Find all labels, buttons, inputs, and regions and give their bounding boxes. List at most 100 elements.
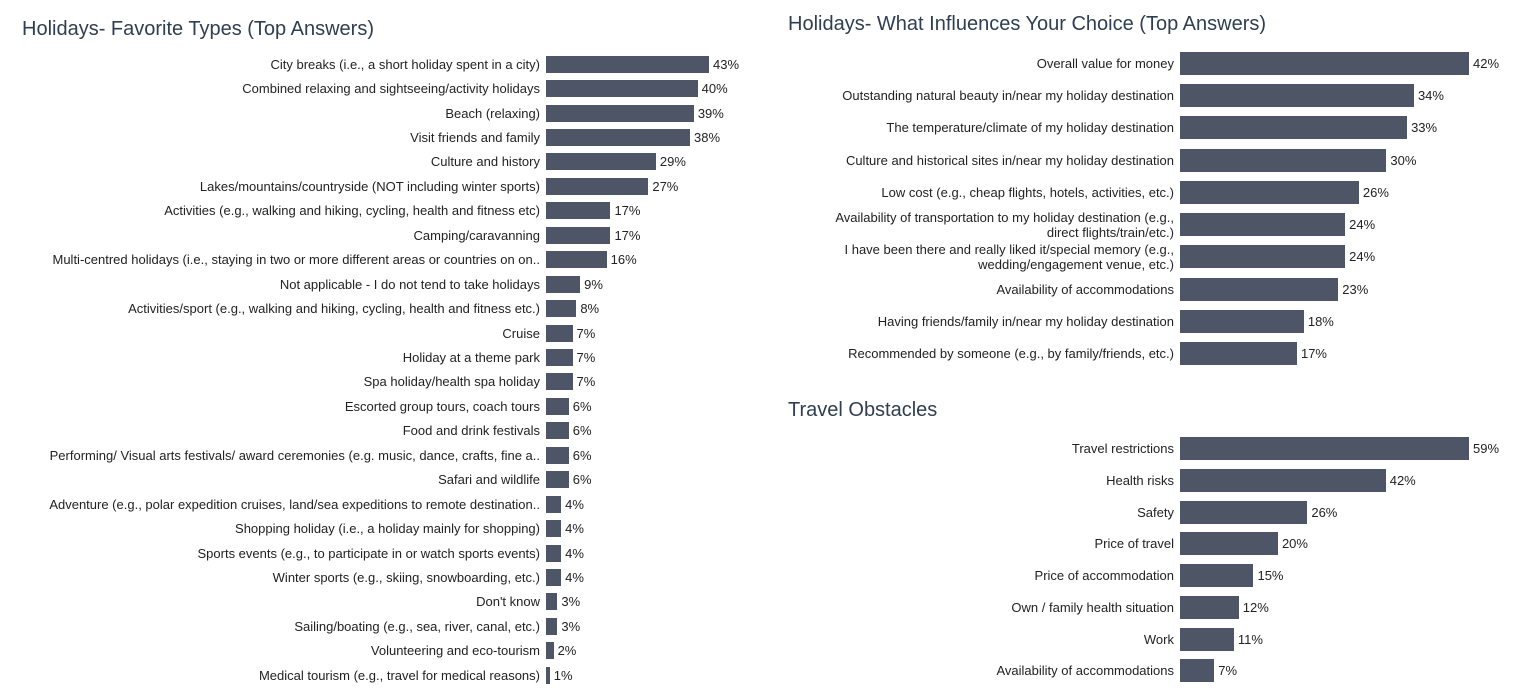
value-label: 40%	[701, 81, 728, 97]
value-label: 39%	[697, 105, 724, 121]
bar	[546, 177, 649, 195]
category-label: City breaks (i.e., a short holiday spent…	[270, 56, 540, 72]
bar	[1180, 277, 1339, 301]
category-label: I have been there and really liked it/sp…	[844, 241, 1174, 272]
bar	[546, 471, 569, 489]
value-label: 9%	[584, 276, 603, 292]
bar	[546, 617, 558, 635]
bar	[546, 422, 569, 440]
bar	[1180, 116, 1408, 140]
category-label: Performing/ Visual arts festivals/ award…	[49, 447, 540, 463]
category-label: Holiday at a theme park	[402, 349, 540, 365]
chart-title: Holidays- Favorite Types (Top Answers)	[22, 18, 374, 40]
bar	[546, 202, 611, 220]
bar	[546, 349, 573, 366]
value-label: 26%	[1311, 504, 1338, 520]
category-label: Own / family health situation	[1011, 599, 1174, 615]
bar	[1180, 51, 1469, 75]
bar	[546, 520, 562, 538]
category-label: Culture and history	[430, 154, 540, 170]
bar	[546, 593, 558, 611]
value-label: 7%	[576, 374, 596, 390]
value-label: 30%	[1390, 152, 1417, 168]
bar	[546, 642, 554, 660]
category-label: Outstanding natural beauty in/near my ho…	[842, 87, 1174, 103]
value-label: 4%	[565, 569, 584, 585]
bar	[546, 80, 698, 98]
bar	[1180, 469, 1386, 493]
value-label: 7%	[1218, 663, 1238, 679]
bar	[1180, 627, 1234, 651]
category-label: Travel restrictions	[1071, 441, 1174, 457]
value-label: 26%	[1362, 184, 1389, 200]
category-label: Price of accommodation	[1034, 568, 1174, 584]
category-label: Safari and wildlife	[438, 472, 540, 488]
category-label: Volunteering and eco-tourism	[370, 643, 540, 659]
bar	[1180, 500, 1308, 524]
category-label: Having friends/family in/near my holiday…	[877, 314, 1174, 330]
value-label: 6%	[572, 398, 592, 414]
bar	[546, 568, 562, 586]
category-label: Combined relaxing and sightseeing/activi…	[242, 81, 540, 97]
chart-title: Holidays- What Influences Your Choice (T…	[788, 13, 1267, 35]
bar	[546, 397, 569, 415]
value-label: 6%	[572, 472, 592, 488]
category-label: Food and drink festivals	[402, 423, 540, 439]
bar	[546, 226, 611, 244]
value-label: 20%	[1281, 536, 1308, 552]
value-label: 12%	[1242, 599, 1269, 615]
category-label: Sailing/boating (e.g., sea, river, canal…	[294, 618, 540, 634]
value-label: 7%	[576, 325, 596, 341]
category-label: Multi-centred holidays (i.e., staying in…	[52, 252, 541, 268]
category-label: Overall value for money	[1036, 55, 1174, 71]
value-label: 15%	[1257, 568, 1284, 584]
value-label: 17%	[614, 227, 641, 243]
bar	[546, 129, 691, 147]
bar	[546, 104, 694, 122]
bar	[546, 300, 577, 318]
category-label: Beach (relaxing)	[445, 105, 540, 121]
category-label: Availability of accommodations	[996, 281, 1174, 297]
category-label: Cruise	[502, 325, 540, 341]
value-label: 43%	[713, 56, 740, 72]
category-label: Recommended by someone (e.g., by family/…	[848, 346, 1174, 362]
value-label: 4%	[565, 545, 584, 561]
bar	[546, 275, 581, 293]
value-label: 34%	[1417, 87, 1444, 103]
category-label: Don't know	[476, 594, 540, 610]
bar	[1180, 245, 1346, 269]
category-label: Price of travel	[1094, 536, 1174, 552]
value-label: 8%	[580, 301, 600, 317]
category-label: Work	[1143, 631, 1174, 647]
value-label: 24%	[1349, 217, 1376, 233]
category-label: Availability of transportation to my hol…	[835, 209, 1174, 240]
category-label: Activities/sport (e.g., walking and hiki…	[128, 301, 540, 317]
value-label: 6%	[572, 423, 592, 439]
value-label: 4%	[565, 496, 584, 512]
category-label: Sports events (e.g., to participate in o…	[197, 545, 541, 561]
bar	[546, 666, 550, 684]
category-label: Camping/caravanning	[413, 227, 540, 243]
category-label: Winter sports (e.g., skiing, snowboardin…	[272, 569, 540, 585]
value-label: 1%	[553, 667, 573, 683]
bar	[1180, 83, 1414, 107]
value-label: 18%	[1307, 314, 1334, 330]
value-label: 3%	[561, 594, 581, 610]
bar	[1180, 148, 1387, 172]
category-label: Visit friends and family	[410, 130, 540, 146]
category-label: Escorted group tours, coach tours	[344, 398, 540, 414]
bar	[546, 544, 562, 562]
value-label: 2%	[557, 643, 577, 659]
category-label: Culture and historical sites in/near my …	[845, 152, 1174, 168]
value-label: 59%	[1473, 441, 1500, 457]
value-label: 6%	[572, 447, 592, 463]
value-label: 4%	[565, 521, 584, 537]
bar	[1180, 659, 1215, 683]
bar	[546, 446, 569, 464]
chart-title: Travel Obstacles	[788, 399, 938, 421]
value-label: 23%	[1342, 281, 1369, 297]
value-label: 27%	[652, 178, 679, 194]
bar	[546, 153, 656, 171]
bar	[546, 251, 607, 269]
